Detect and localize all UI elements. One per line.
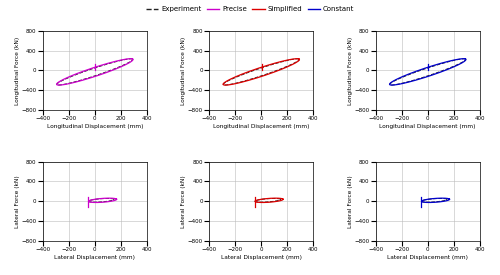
X-axis label: Longitudinal Displacement (mm): Longitudinal Displacement (mm): [380, 124, 476, 129]
X-axis label: Longitudinal Displacement (mm): Longitudinal Displacement (mm): [213, 124, 310, 129]
X-axis label: Lateral Displacement (mm): Lateral Displacement (mm): [221, 255, 302, 260]
Y-axis label: Longitudinal Force (kN): Longitudinal Force (kN): [182, 36, 186, 104]
Y-axis label: Longitudinal Force (kN): Longitudinal Force (kN): [348, 36, 353, 104]
X-axis label: Lateral Displacement (mm): Lateral Displacement (mm): [387, 255, 468, 260]
Y-axis label: Lateral Force (kN): Lateral Force (kN): [182, 175, 186, 228]
Y-axis label: Lateral Force (kN): Lateral Force (kN): [348, 175, 353, 228]
Legend: Experiment, Precise, Simplified, Constant: Experiment, Precise, Simplified, Constan…: [143, 4, 357, 15]
Y-axis label: Lateral Force (kN): Lateral Force (kN): [15, 175, 20, 228]
X-axis label: Lateral Displacement (mm): Lateral Displacement (mm): [54, 255, 136, 260]
X-axis label: Longitudinal Displacement (mm): Longitudinal Displacement (mm): [46, 124, 143, 129]
Y-axis label: Longitudinal Force (kN): Longitudinal Force (kN): [15, 36, 20, 104]
